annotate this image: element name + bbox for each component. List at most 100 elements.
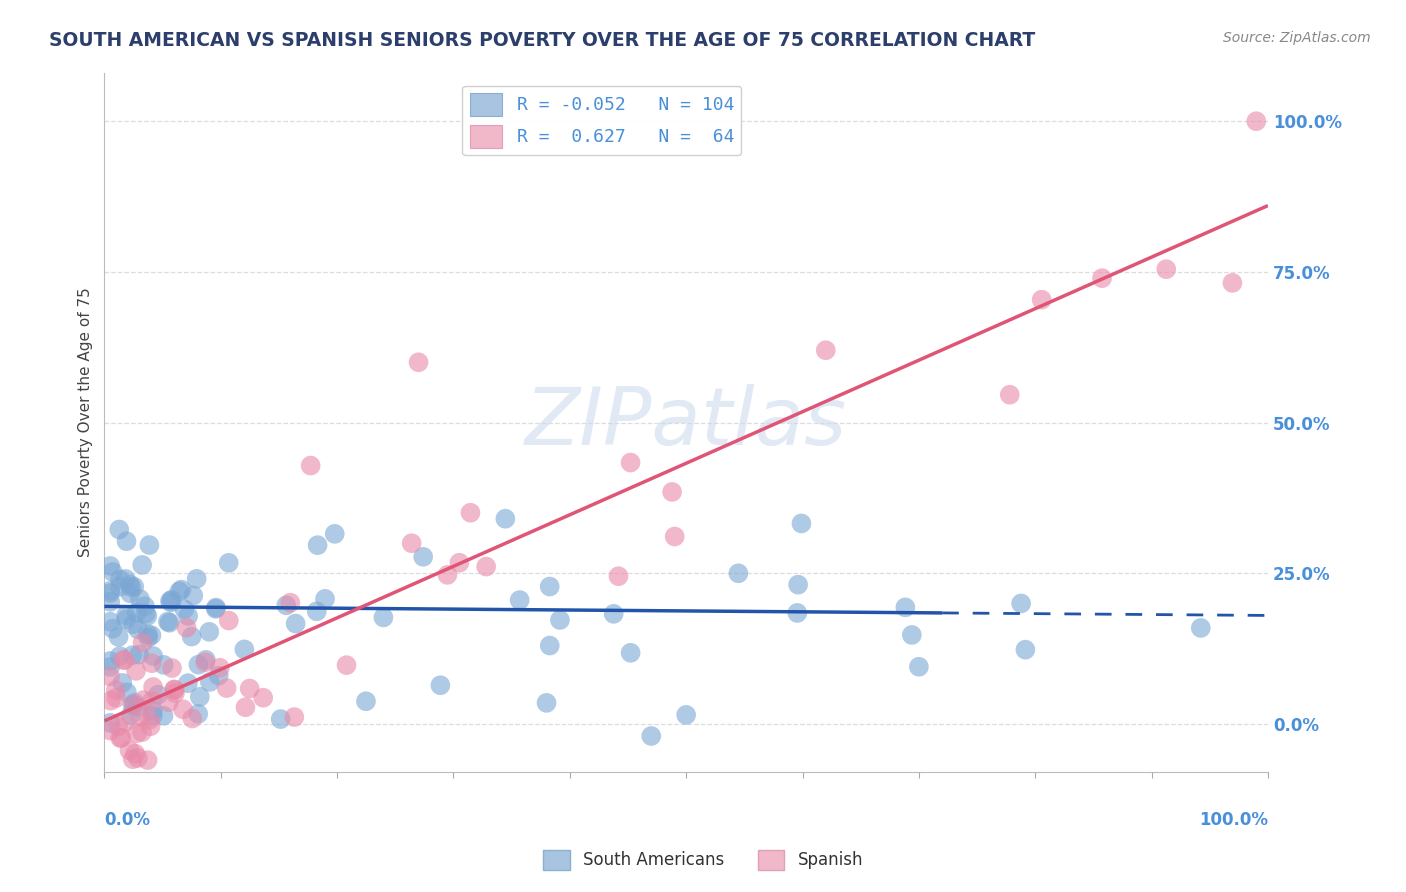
Point: [129, 592, 152, 607]
Point: [894, 600, 917, 615]
Point: [104, 683, 127, 698]
Point: [100, 694, 122, 708]
Point: [114, 572, 136, 586]
Text: ZIPatlas: ZIPatlas: [524, 384, 848, 461]
Point: [142, 680, 165, 694]
Point: [160, 661, 183, 675]
Point: [180, 630, 202, 644]
Legend: South Americans, Spanish: South Americans, Spanish: [536, 843, 870, 877]
Point: [138, 713, 160, 727]
Point: [354, 694, 377, 708]
Point: [163, 682, 186, 697]
Point: [449, 556, 471, 570]
Text: 100.0%: 100.0%: [1199, 811, 1268, 829]
Point: [115, 612, 138, 626]
Point: [412, 549, 434, 564]
Point: [160, 595, 183, 609]
Point: [323, 526, 346, 541]
Point: [239, 681, 262, 696]
Point: [129, 709, 152, 723]
Point: [1091, 271, 1114, 285]
Point: [120, 708, 142, 723]
Point: [131, 725, 153, 739]
Point: [156, 615, 179, 629]
Point: [108, 573, 131, 587]
Point: [163, 686, 186, 700]
Point: [98, 558, 121, 573]
Point: [111, 676, 134, 690]
Point: [98, 715, 121, 730]
Point: [146, 688, 169, 702]
Point: [218, 614, 240, 628]
Point: [283, 710, 305, 724]
Point: [208, 668, 231, 682]
Point: [125, 664, 148, 678]
Point: [233, 642, 256, 657]
Point: [205, 600, 228, 615]
Point: [235, 700, 257, 714]
Point: [101, 565, 124, 579]
Point: [131, 558, 153, 572]
Point: [118, 577, 141, 591]
Point: [538, 639, 561, 653]
Point: [307, 538, 329, 552]
Point: [98, 615, 121, 629]
Point: [142, 648, 165, 663]
Point: [118, 743, 141, 757]
Point: [124, 696, 146, 710]
Point: [98, 595, 121, 609]
Point: [509, 593, 531, 607]
Point: [98, 723, 121, 738]
Point: [208, 661, 231, 675]
Point: [675, 707, 697, 722]
Point: [121, 752, 143, 766]
Point: [136, 609, 159, 624]
Point: [494, 512, 516, 526]
Point: [401, 536, 423, 550]
Point: [163, 682, 186, 697]
Point: [136, 627, 159, 641]
Point: [186, 572, 208, 586]
Point: [538, 580, 561, 594]
Point: [314, 591, 336, 606]
Point: [132, 693, 155, 707]
Point: [120, 580, 142, 594]
Point: [548, 613, 571, 627]
Point: [1222, 276, 1244, 290]
Point: [141, 657, 163, 671]
Point: [121, 648, 143, 663]
Point: [157, 695, 180, 709]
Point: [107, 630, 129, 644]
Point: [661, 484, 683, 499]
Point: [105, 690, 128, 705]
Point: [98, 660, 121, 674]
Point: [218, 556, 240, 570]
Point: [335, 658, 357, 673]
Point: [152, 708, 174, 723]
Point: [908, 659, 931, 673]
Point: [1189, 621, 1212, 635]
Point: [124, 747, 146, 761]
Point: [141, 628, 163, 642]
Point: [142, 704, 165, 718]
Point: [108, 580, 131, 594]
Point: [536, 696, 558, 710]
Point: [101, 622, 124, 636]
Point: [115, 608, 138, 623]
Point: [136, 631, 159, 645]
Point: [188, 690, 211, 704]
Point: [114, 653, 136, 667]
Y-axis label: Seniors Poverty Over the Age of 75: Seniors Poverty Over the Age of 75: [79, 288, 93, 558]
Point: [602, 607, 624, 621]
Point: [187, 706, 209, 721]
Point: [112, 653, 135, 667]
Point: [120, 586, 142, 600]
Point: [134, 599, 156, 614]
Point: [270, 712, 292, 726]
Point: [98, 654, 121, 668]
Point: [373, 610, 395, 624]
Point: [136, 753, 159, 767]
Point: [620, 646, 643, 660]
Point: [1154, 262, 1177, 277]
Point: [177, 676, 200, 690]
